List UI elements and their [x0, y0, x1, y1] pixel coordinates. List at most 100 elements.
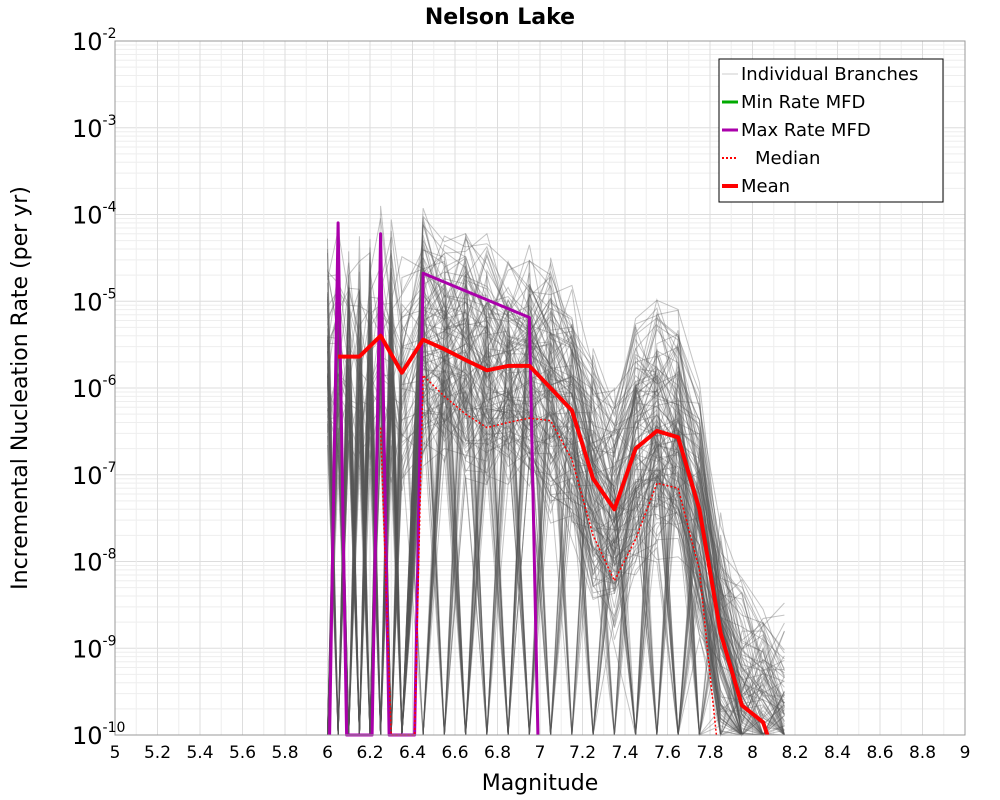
branch-line [327, 375, 785, 736]
y-axis-label: Incremental Nucleation Rate (per yr) [8, 186, 33, 590]
y-tick-label: 10-5 [72, 286, 117, 316]
y-tick-label: 10-9 [72, 633, 117, 663]
y-tick-label: 10-2 [72, 26, 117, 56]
branch-line [327, 399, 785, 736]
branch-line [327, 239, 785, 736]
y-tick-label: 10-6 [72, 373, 117, 403]
chart-title: Nelson Lake [425, 5, 575, 30]
x-tick-label: 6.4 [399, 743, 426, 763]
branch-line [327, 306, 785, 736]
branch-line [327, 260, 785, 736]
branch-line [327, 273, 785, 736]
x-tick-label: 8.4 [824, 743, 851, 763]
branch-line [327, 296, 785, 736]
branch-line [327, 323, 785, 736]
x-tick-label: 7 [535, 743, 546, 763]
y-tick-label: 10-3 [72, 113, 117, 143]
branch-line [327, 340, 785, 736]
branch-line [327, 205, 785, 736]
individual-branches [327, 205, 785, 737]
x-axis-label: Magnitude [482, 771, 599, 796]
x-tick-label: 6.8 [484, 743, 511, 763]
legend-box [718, 58, 944, 203]
branch-line [327, 265, 785, 736]
branch-line [327, 373, 785, 736]
plot-frame [114, 40, 966, 736]
legend: Individual Branches Min Rate MFD Max Rate … [718, 58, 944, 203]
branch-line [327, 219, 785, 736]
branch-line [327, 289, 785, 736]
y-tick-label: 10-10 [72, 720, 125, 750]
branch-line [327, 300, 785, 736]
branch-line [327, 271, 785, 736]
branch-line [327, 253, 785, 736]
branch-line [327, 364, 785, 736]
branch-line [327, 336, 785, 736]
branch-line [327, 232, 785, 736]
branch-line [327, 233, 785, 736]
branch-line [327, 249, 785, 736]
x-axis-ticks: 5 5.2 5.4 5.6 5.8 6 6.2 6.4 6.6 6.8 7 7.2 7.4 7.6 7.8 8… [110, 743, 971, 763]
y-axis-ticks: 10-10 10-9 10-8 10-7 10-6 10-5 10-4 10-3 10-2 [72, 26, 125, 750]
branch-line [327, 283, 785, 737]
branch-line [327, 285, 785, 736]
branch-line [327, 362, 785, 736]
x-tick-label: 7.8 [696, 743, 723, 763]
branch-line [327, 290, 785, 736]
branch-line [327, 353, 785, 736]
branch-line [327, 234, 785, 736]
x-tick-label: 7.4 [611, 743, 638, 763]
series-layer [328, 221, 770, 737]
x-tick-label: 7.2 [569, 743, 596, 763]
legend-label: Max Rate MFD [741, 120, 871, 141]
branch-line [327, 282, 785, 736]
x-tick-label: 6.6 [441, 743, 468, 763]
branch-line [327, 244, 785, 736]
branch-line [327, 401, 785, 736]
x-tick-label: 7.6 [654, 743, 681, 763]
branch-line [327, 390, 785, 736]
branch-line [327, 303, 785, 737]
branch-line [327, 208, 785, 736]
branch-line [327, 350, 785, 736]
branch-line [327, 301, 785, 736]
branch-line [327, 254, 785, 736]
branch-line [327, 257, 785, 736]
branch-line [327, 348, 785, 737]
branch-line [327, 273, 785, 736]
y-tick-label: 10-7 [72, 460, 117, 490]
branch-line [327, 238, 785, 736]
branch-line [327, 345, 785, 736]
branch-line [327, 296, 785, 736]
mean-line [338, 333, 770, 736]
branch-line [327, 268, 785, 736]
branch-line [327, 241, 785, 736]
branch-line [327, 252, 785, 736]
branch-line [327, 358, 785, 736]
branch-line [327, 384, 785, 736]
branch-line [327, 224, 785, 736]
legend-label: Mean [741, 176, 790, 197]
branch-line [327, 357, 785, 736]
branch-line [327, 286, 785, 736]
x-tick-label: 8.8 [909, 743, 936, 763]
x-tick-label: 6.2 [356, 743, 383, 763]
branch-line [327, 376, 785, 736]
x-tick-label: 5.2 [144, 743, 171, 763]
max-rate-mfd-line [328, 221, 540, 737]
branch-line [327, 238, 785, 736]
branch-line [327, 352, 785, 737]
x-tick-label: 8.2 [781, 743, 808, 763]
x-tick-label: 8.6 [866, 743, 893, 763]
x-tick-label: 5.4 [186, 743, 213, 763]
x-tick-label: 9 [960, 743, 971, 763]
x-tick-label: 6 [322, 743, 333, 763]
branch-line [327, 393, 785, 736]
branch-line [327, 262, 785, 736]
x-tick-label: 5.8 [271, 743, 298, 763]
branch-line [327, 356, 785, 736]
branch-line [327, 389, 785, 736]
branch-line [327, 411, 785, 736]
branch-line [327, 218, 785, 736]
branch-line [327, 346, 785, 736]
